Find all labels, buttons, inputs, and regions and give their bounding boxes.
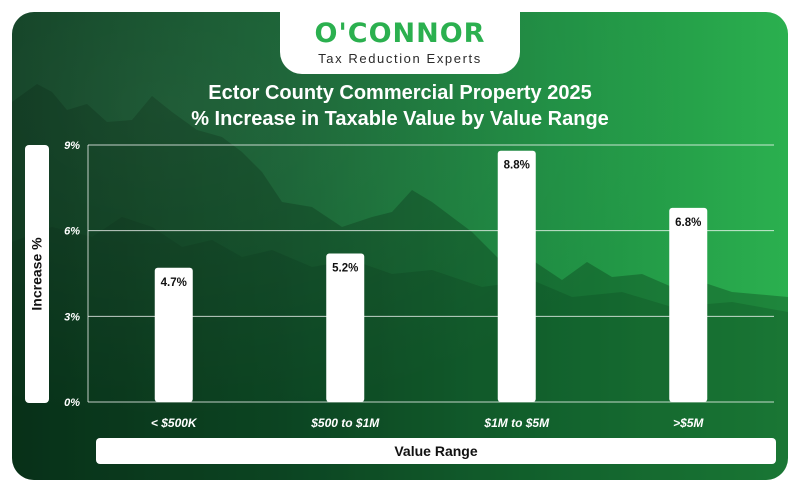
x-category-label: $500 to $1M <box>310 416 380 430</box>
y-tick-label: 6% <box>64 226 80 238</box>
bar-value-label: 6.8% <box>675 217 701 229</box>
y-axis-label-box <box>25 145 49 403</box>
bar <box>669 207 708 402</box>
bar-value-label: 8.8% <box>504 160 530 172</box>
brand-logo: O'CONNOR Tax Reduction Experts <box>280 12 520 74</box>
bar <box>154 267 193 402</box>
x-category-label: < $500K <box>151 416 198 430</box>
y-tick-label: 9% <box>64 140 80 152</box>
background-mountains <box>12 84 788 480</box>
y-tick-label: 0% <box>64 397 80 409</box>
x-category-label: >$5M <box>673 416 704 430</box>
chart-subtitle: % Increase in Taxable Value by Value Ran… <box>191 108 609 130</box>
bar-value-label: 4.7% <box>161 277 187 289</box>
bar <box>326 253 365 402</box>
x-category-label: $1M to $5M <box>483 416 550 430</box>
brand-tagline: Tax Reduction Experts <box>318 51 482 66</box>
chart-title: Ector County Commercial Property 2025 <box>208 82 592 104</box>
x-axis-label: Value Range <box>394 443 478 459</box>
chart-card: O'CONNOR Tax Reduction Experts Ector Cou… <box>12 12 788 480</box>
bar-value-label: 5.2% <box>332 263 358 275</box>
bar <box>497 150 536 402</box>
x-axis-label-box: Value Range <box>96 438 776 464</box>
brand-name: O'CONNOR <box>314 18 486 49</box>
bar-chart-plot: 0% 3% 6% 9% 4.7% < $500K 5.2% $500 to $1M 8.8% $1… <box>64 140 774 430</box>
y-tick-label: 3% <box>64 311 80 323</box>
